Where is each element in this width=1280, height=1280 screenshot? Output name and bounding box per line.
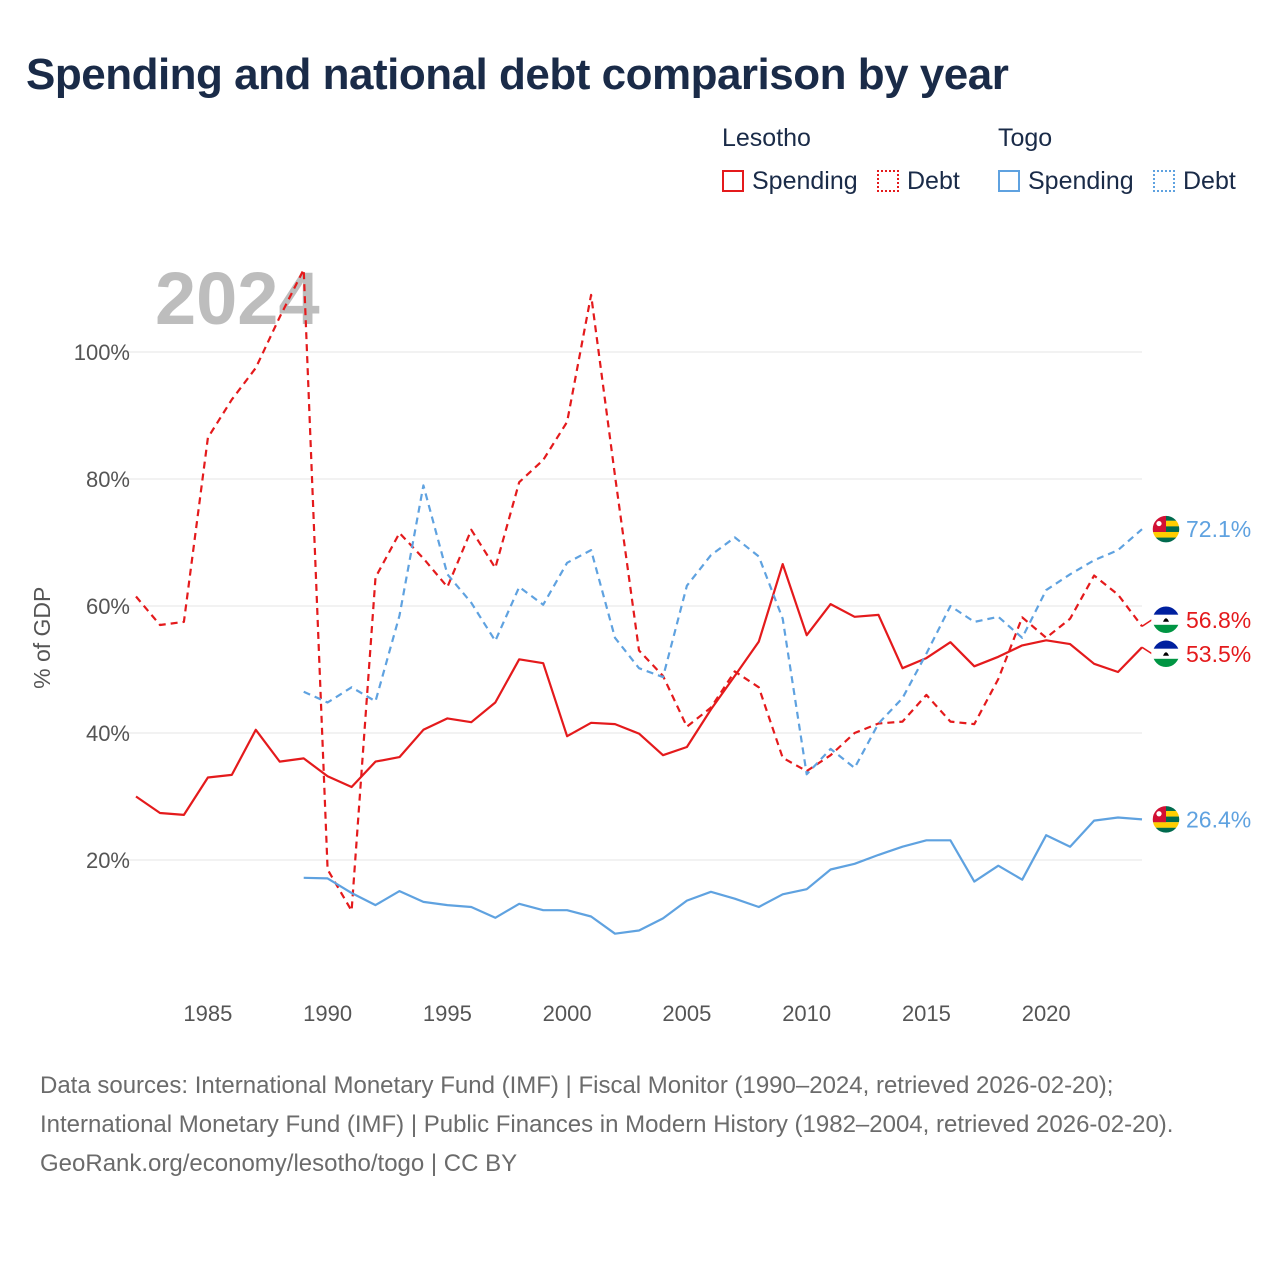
y-tick-label: 100% — [74, 340, 130, 365]
lesotho-flag-icon — [1151, 605, 1181, 635]
y-tick-label: 80% — [86, 467, 130, 492]
y-tick-label: 20% — [86, 848, 130, 873]
legend-swatch-dotted — [877, 170, 899, 192]
legend-label: Spending — [1028, 166, 1134, 195]
x-tick-label: 1985 — [183, 1001, 232, 1026]
label-leader — [1141, 619, 1153, 627]
x-tick-label: 1990 — [303, 1001, 352, 1026]
gridlines — [124, 351, 1142, 861]
data-sources: Data sources: International Monetary Fun… — [40, 1072, 1174, 1138]
series-line-lesotho-debt — [135, 268, 1143, 912]
togo-flag-icon — [1151, 514, 1181, 544]
legend-item-togo-spending[interactable]: Spending — [998, 166, 1134, 196]
year-watermark: 2024 — [155, 257, 320, 340]
line-chart: 2024 53.5% 56.8% 26.4% 72.1% 20% 40% 60% 80% 10… — [29, 257, 1251, 1026]
label-leader — [1141, 646, 1153, 655]
y-tick-label: 40% — [86, 721, 130, 746]
x-tick-label: 2000 — [543, 1001, 592, 1026]
x-tick-label: 2010 — [782, 1001, 831, 1026]
series-line-togo-spending — [303, 816, 1143, 935]
legend-label: Debt — [1183, 166, 1236, 195]
x-tick-label: 2005 — [662, 1001, 711, 1026]
x-tick-label: 2015 — [902, 1001, 951, 1026]
legend-item-togo-debt[interactable]: Debt — [1153, 166, 1236, 196]
end-value-label: 26.4% — [1186, 806, 1251, 832]
footer: Data sources: International Monetary Fun… — [40, 1066, 1240, 1183]
x-tick-label: 2020 — [1022, 1001, 1071, 1026]
credit-link[interactable]: GeoRank.org/economy/lesotho/togo | CC BY — [40, 1150, 518, 1177]
legend-label: Debt — [907, 166, 960, 195]
legend-item-lesotho-debt[interactable]: Debt — [877, 166, 960, 196]
legend-swatch-dotted — [1153, 170, 1175, 192]
legend-swatch-solid — [722, 170, 744, 192]
legend-swatch-solid — [998, 170, 1020, 192]
end-value-label: 53.5% — [1186, 641, 1251, 667]
legend-item-lesotho-spending[interactable]: Spending — [722, 166, 858, 196]
end-value-label: 56.8% — [1186, 607, 1251, 633]
legend-group-lesotho: Lesotho — [722, 124, 811, 152]
series-lines — [135, 268, 1143, 935]
axes: 20% 40% 60% 80% 100% 1985 1990 1995 2000 2005 2010… — [29, 340, 1071, 1026]
end-labels: 53.5% 56.8% 26.4% 72.1% — [1141, 514, 1251, 835]
series-line-lesotho-spending — [135, 562, 1143, 817]
x-tick-label: 1995 — [423, 1001, 472, 1026]
y-tick-label: 60% — [86, 594, 130, 619]
y-axis-title: % of GDP — [29, 587, 55, 689]
series-line-togo-debt — [303, 484, 1143, 776]
end-value-label: 72.1% — [1186, 516, 1251, 542]
legend-group-togo: Togo — [998, 124, 1053, 152]
legend-label: Spending — [752, 166, 858, 195]
togo-flag-icon — [1151, 804, 1181, 835]
chart-title: Spending and national debt comparison by… — [26, 50, 1009, 99]
lesotho-flag-icon — [1151, 639, 1181, 669]
